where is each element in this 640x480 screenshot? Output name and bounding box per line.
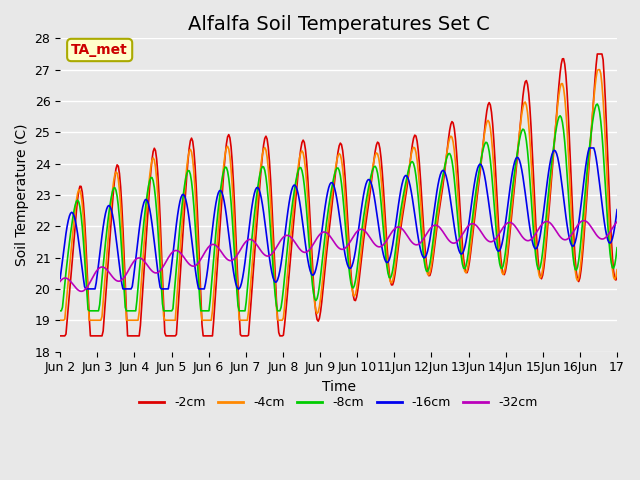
Line: -8cm: -8cm bbox=[60, 104, 617, 311]
-16cm bbox=[82, 286, 90, 292]
-4cm bbox=[595, 67, 602, 72]
-8cm bbox=[368, 170, 376, 176]
-2cm bbox=[291, 204, 299, 210]
-2cm bbox=[368, 176, 376, 182]
Line: -2cm: -2cm bbox=[60, 54, 617, 336]
-4cm bbox=[56, 317, 64, 323]
Line: -4cm: -4cm bbox=[60, 70, 617, 320]
-4cm bbox=[562, 108, 570, 114]
Text: TA_met: TA_met bbox=[71, 43, 128, 57]
-2cm bbox=[593, 51, 601, 57]
-8cm bbox=[613, 245, 621, 251]
-2cm bbox=[395, 243, 403, 249]
Title: Alfalfa Soil Temperatures Set C: Alfalfa Soil Temperatures Set C bbox=[188, 15, 490, 34]
-32cm bbox=[77, 288, 85, 294]
-2cm bbox=[562, 72, 570, 78]
X-axis label: Time: Time bbox=[322, 380, 356, 394]
-4cm bbox=[395, 236, 403, 241]
-32cm bbox=[613, 219, 621, 225]
-32cm bbox=[369, 239, 377, 245]
-32cm bbox=[396, 224, 403, 230]
-16cm bbox=[56, 276, 64, 281]
-16cm bbox=[563, 222, 571, 228]
-32cm bbox=[292, 241, 300, 247]
-8cm bbox=[562, 154, 570, 159]
-8cm bbox=[395, 224, 403, 229]
-8cm bbox=[230, 234, 237, 240]
-4cm bbox=[368, 171, 376, 177]
-4cm bbox=[230, 204, 237, 209]
Y-axis label: Soil Temperature (C): Soil Temperature (C) bbox=[15, 124, 29, 266]
-4cm bbox=[291, 192, 299, 197]
-16cm bbox=[467, 208, 474, 214]
-16cm bbox=[292, 184, 300, 190]
-4cm bbox=[613, 267, 621, 273]
-8cm bbox=[465, 241, 473, 247]
-8cm bbox=[56, 308, 64, 314]
-16cm bbox=[586, 145, 593, 151]
-32cm bbox=[579, 218, 587, 224]
-2cm bbox=[230, 179, 237, 184]
Line: -32cm: -32cm bbox=[60, 221, 617, 291]
Line: -16cm: -16cm bbox=[60, 148, 617, 289]
-8cm bbox=[593, 101, 601, 107]
-32cm bbox=[230, 256, 238, 262]
-32cm bbox=[563, 236, 571, 242]
-8cm bbox=[291, 183, 299, 189]
-2cm bbox=[613, 273, 621, 279]
-2cm bbox=[56, 333, 64, 339]
-2cm bbox=[465, 259, 473, 265]
-32cm bbox=[56, 278, 64, 284]
-32cm bbox=[467, 221, 474, 227]
-16cm bbox=[230, 275, 238, 281]
Legend: -2cm, -4cm, -8cm, -16cm, -32cm: -2cm, -4cm, -8cm, -16cm, -32cm bbox=[134, 391, 543, 414]
-4cm bbox=[465, 254, 473, 260]
-16cm bbox=[613, 207, 621, 213]
-16cm bbox=[396, 194, 403, 200]
-16cm bbox=[369, 187, 377, 192]
